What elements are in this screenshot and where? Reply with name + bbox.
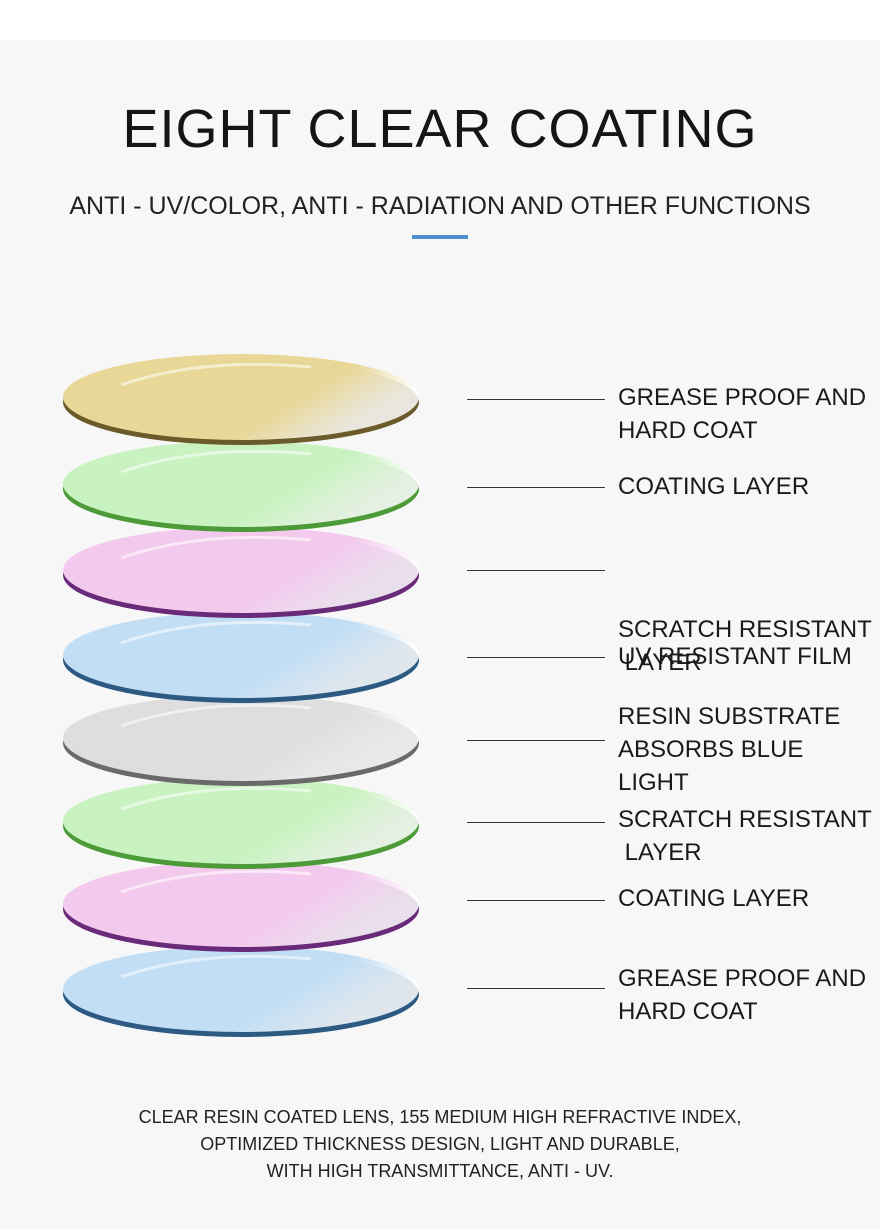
lens-disc-8 (63, 946, 419, 1037)
layer-label: SCRATCH RESISTANT LAYER (618, 806, 872, 866)
lens-highlight (120, 703, 312, 728)
footer-line: OPTIMIZED THICKNESS DESIGN, LIGHT AND DU… (200, 1134, 680, 1154)
lens-disc-3 (63, 527, 419, 618)
lens-surface (63, 861, 419, 947)
lens-surface (63, 354, 419, 440)
leader-line (467, 822, 605, 823)
leader-line (467, 570, 605, 571)
lens-surface (63, 778, 419, 864)
lens-highlight (120, 786, 312, 811)
lens-disc-1 (63, 354, 419, 445)
leader-line (467, 399, 605, 400)
layer-label: GREASE PROOF AND HARD COAT (618, 965, 867, 1025)
layer-label: SCRATCH RESISTANT LAYER (618, 616, 872, 676)
lens-surface (63, 527, 419, 613)
lens-disc-7 (63, 861, 419, 952)
footer-line: CLEAR RESIN COATED LENS, 155 MEDIUM HIGH… (138, 1107, 742, 1127)
lens-surface (63, 946, 419, 1032)
lens-highlight (120, 620, 312, 645)
footer-description: CLEAR RESIN COATED LENS, 155 MEDIUM HIGH… (0, 1104, 880, 1185)
leader-line (467, 657, 605, 658)
lens-surface (63, 441, 419, 527)
page-subtitle: ANTI - UV/COLOR, ANTI - RADIATION AND OT… (69, 192, 811, 220)
lens-disc-2 (63, 441, 419, 532)
lens-disc-4 (63, 612, 419, 703)
lens-highlight (120, 954, 312, 979)
lens-highlight (120, 535, 312, 560)
layer-label: COATING LAYER (618, 473, 810, 500)
title-divider (412, 235, 468, 239)
layer-label: UV RESISTANT FILM (618, 643, 852, 670)
lens-highlight (120, 449, 312, 474)
lens-highlight (120, 869, 312, 894)
leader-line (467, 740, 605, 741)
lens-surface (63, 612, 419, 698)
lens-disc-6 (63, 778, 419, 869)
lens-highlight (120, 362, 312, 387)
lens-surface (63, 695, 419, 781)
lens-disc-5 (63, 695, 419, 786)
footer-line: WITH HIGH TRANSMITTANCE, ANTI - UV. (266, 1161, 614, 1181)
page-title: EIGHT CLEAR COATING (122, 99, 758, 159)
layer-label: RESIN SUBSTRATE ABSORBS BLUE LIGHT (618, 703, 841, 796)
leader-line (467, 900, 605, 901)
layer-label: COATING LAYER (618, 885, 810, 912)
layer-label: GREASE PROOF AND HARD COAT (618, 384, 867, 444)
leader-line (467, 487, 605, 488)
leader-line (467, 988, 605, 989)
